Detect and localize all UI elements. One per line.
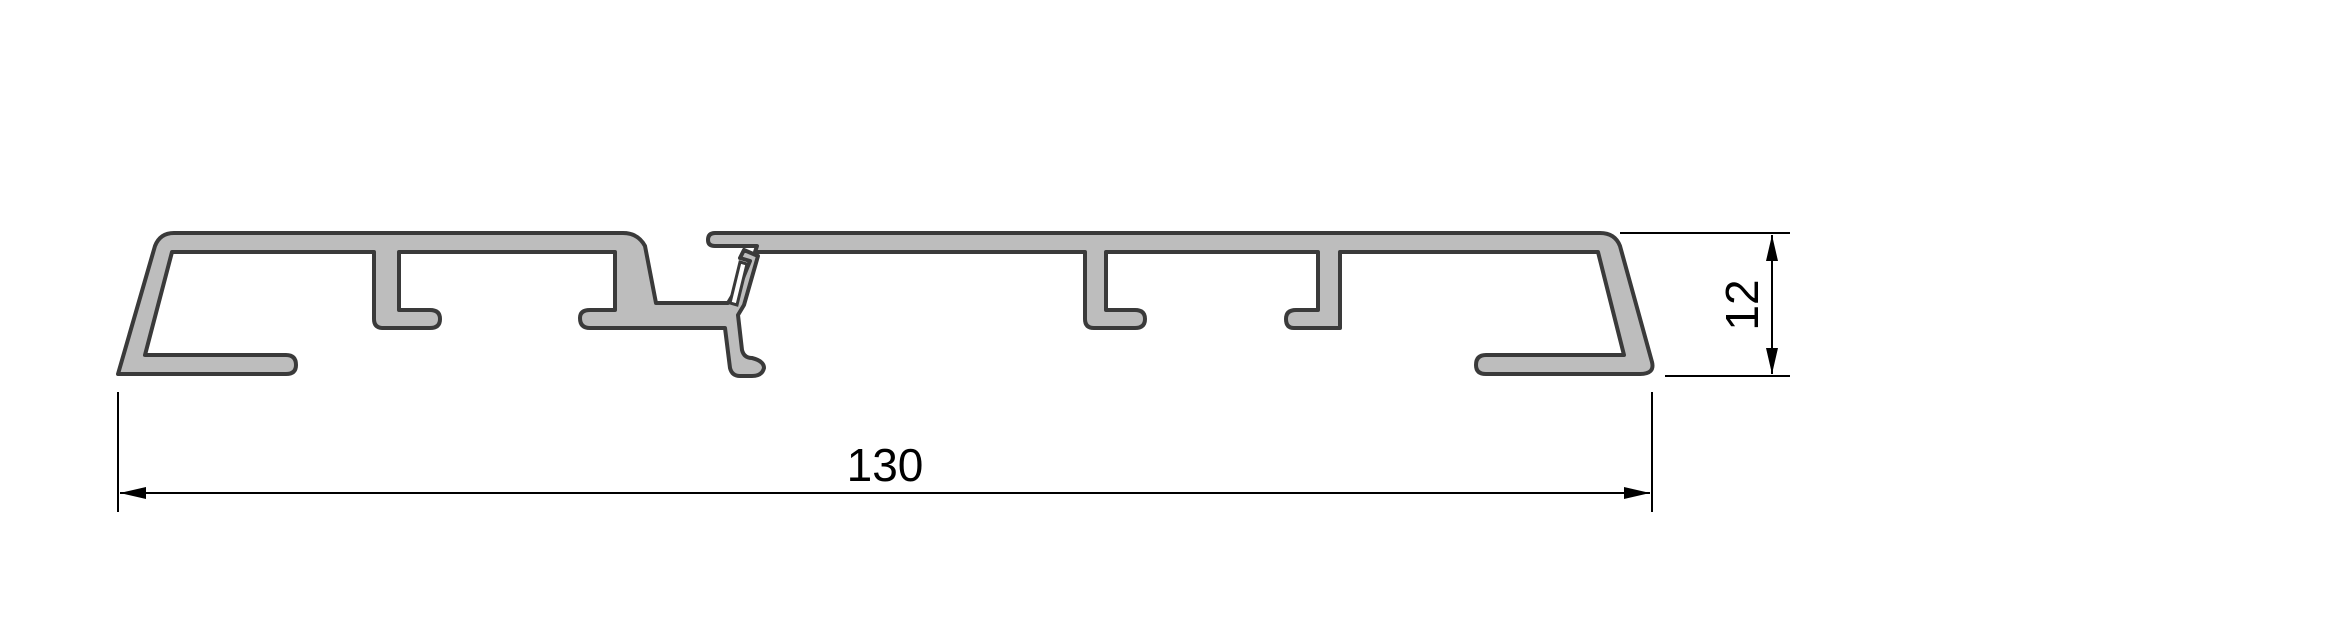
width-dimension-label: 130 [847, 439, 924, 491]
left-profile-section [116, 231, 766, 378]
height-dimension-label: 12 [1716, 279, 1768, 330]
right-profile-section [706, 231, 1655, 376]
joint-gasket [728, 260, 749, 307]
height-arrow-bottom [1766, 348, 1778, 374]
width-arrow-right [1624, 487, 1650, 499]
height-arrow-top [1766, 235, 1778, 261]
width-arrow-left [120, 487, 146, 499]
